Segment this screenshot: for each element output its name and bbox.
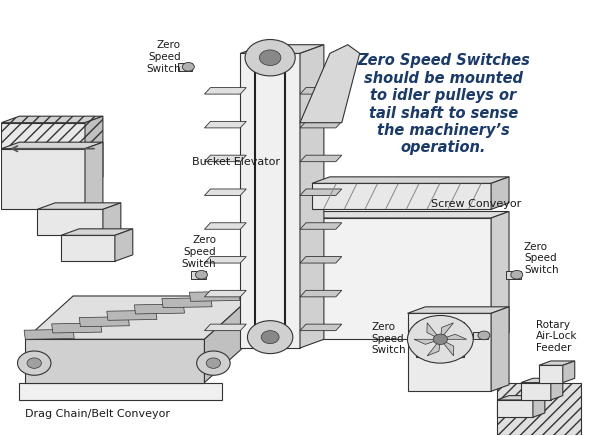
Text: Zero
Speed
Switch: Zero Speed Switch: [371, 322, 406, 355]
Polygon shape: [491, 307, 509, 391]
Circle shape: [247, 320, 293, 354]
Circle shape: [433, 334, 448, 344]
Polygon shape: [414, 339, 440, 344]
Polygon shape: [1, 142, 103, 149]
Polygon shape: [521, 383, 551, 400]
Polygon shape: [107, 310, 157, 320]
Polygon shape: [103, 203, 121, 235]
Circle shape: [261, 330, 279, 344]
Polygon shape: [52, 323, 102, 333]
Polygon shape: [205, 223, 246, 229]
Circle shape: [245, 40, 295, 76]
Polygon shape: [191, 271, 206, 279]
Polygon shape: [539, 361, 575, 365]
Polygon shape: [312, 184, 491, 209]
Polygon shape: [473, 331, 488, 339]
Text: Drag Chain/Belt Conveyor: Drag Chain/Belt Conveyor: [25, 409, 170, 419]
Polygon shape: [25, 296, 252, 339]
Polygon shape: [497, 383, 581, 435]
Polygon shape: [300, 121, 342, 128]
Circle shape: [206, 358, 221, 368]
Circle shape: [407, 316, 473, 363]
Polygon shape: [205, 296, 252, 383]
Polygon shape: [205, 324, 246, 330]
Polygon shape: [205, 155, 246, 162]
Polygon shape: [1, 149, 85, 209]
Text: Zero
Speed
Switch: Zero Speed Switch: [146, 41, 181, 74]
Polygon shape: [1, 123, 85, 184]
Polygon shape: [300, 45, 360, 123]
Polygon shape: [440, 334, 467, 339]
Polygon shape: [240, 45, 324, 53]
Text: Bucket Elevator: Bucket Elevator: [193, 157, 281, 167]
Circle shape: [511, 270, 523, 279]
Polygon shape: [407, 313, 491, 391]
Polygon shape: [205, 189, 246, 195]
Polygon shape: [300, 324, 342, 330]
Polygon shape: [205, 121, 246, 128]
Polygon shape: [427, 323, 440, 339]
Polygon shape: [240, 53, 300, 348]
Polygon shape: [270, 218, 491, 339]
Polygon shape: [497, 400, 533, 417]
Polygon shape: [162, 298, 212, 308]
Polygon shape: [85, 116, 103, 184]
Circle shape: [259, 50, 281, 65]
Circle shape: [196, 270, 208, 279]
Polygon shape: [25, 339, 205, 383]
Polygon shape: [491, 211, 509, 339]
Polygon shape: [491, 177, 509, 209]
Polygon shape: [521, 378, 563, 383]
Circle shape: [27, 358, 41, 368]
Polygon shape: [563, 361, 575, 383]
Polygon shape: [61, 235, 115, 261]
Polygon shape: [427, 339, 440, 356]
Polygon shape: [300, 256, 342, 263]
Polygon shape: [407, 307, 509, 313]
Polygon shape: [24, 329, 74, 339]
Polygon shape: [61, 229, 133, 235]
Circle shape: [478, 331, 490, 340]
Circle shape: [17, 351, 51, 375]
Polygon shape: [19, 383, 223, 400]
Polygon shape: [85, 142, 103, 209]
Text: Zero
Speed
Switch: Zero Speed Switch: [524, 242, 559, 275]
Polygon shape: [205, 88, 246, 94]
Polygon shape: [300, 290, 342, 297]
Polygon shape: [37, 209, 103, 235]
Circle shape: [182, 62, 194, 71]
Circle shape: [197, 351, 230, 375]
Polygon shape: [115, 229, 133, 261]
Polygon shape: [37, 203, 121, 209]
Text: Rotary
Air-Lock
Feeder: Rotary Air-Lock Feeder: [536, 320, 577, 353]
Polygon shape: [300, 88, 342, 94]
Polygon shape: [205, 256, 246, 263]
Polygon shape: [1, 116, 103, 123]
Polygon shape: [551, 378, 563, 400]
Polygon shape: [300, 45, 324, 348]
Polygon shape: [497, 395, 545, 400]
Polygon shape: [440, 323, 454, 339]
Polygon shape: [440, 339, 454, 356]
Polygon shape: [300, 189, 342, 195]
Polygon shape: [270, 211, 509, 218]
Polygon shape: [79, 317, 130, 327]
Polygon shape: [300, 155, 342, 162]
Text: Zero Speed Switches
should be mounted
to idler pulleys or
tail shaft to sense
th: Zero Speed Switches should be mounted to…: [357, 53, 530, 155]
Polygon shape: [300, 223, 342, 229]
Polygon shape: [506, 271, 521, 279]
Polygon shape: [134, 304, 185, 314]
Polygon shape: [539, 365, 563, 383]
Polygon shape: [312, 177, 509, 184]
Polygon shape: [178, 63, 193, 71]
Text: Zero
Speed
Switch: Zero Speed Switch: [182, 235, 217, 269]
Text: Screw Conveyor: Screw Conveyor: [431, 198, 521, 208]
Polygon shape: [205, 290, 246, 297]
Polygon shape: [533, 395, 545, 417]
Polygon shape: [190, 291, 239, 301]
